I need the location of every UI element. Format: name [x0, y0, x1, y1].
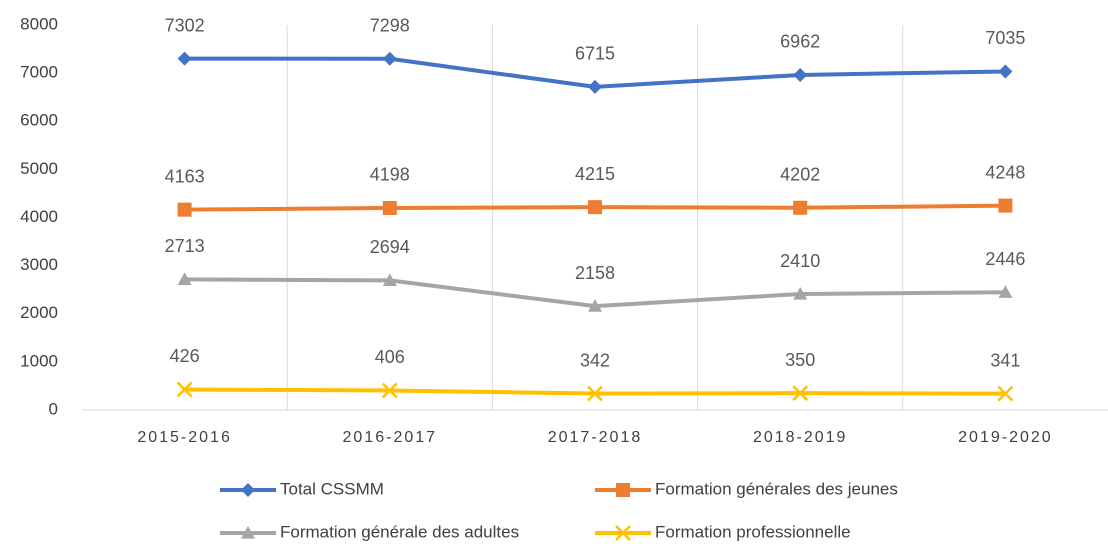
point — [587, 385, 603, 402]
legend-marker — [616, 483, 630, 497]
y-tick-label: 3000 — [20, 255, 58, 274]
legend-label: Formation générale des adultes — [280, 522, 519, 541]
y-tick-label: 0 — [49, 399, 58, 418]
y-tick-label: 8000 — [20, 14, 58, 33]
data-label: 7035 — [985, 28, 1025, 48]
data-label: 2694 — [370, 237, 410, 257]
legend-marker — [241, 483, 255, 497]
data-label: 4198 — [370, 165, 410, 185]
point — [998, 198, 1013, 213]
data-label: 4163 — [165, 166, 205, 186]
y-tick-label: 5000 — [20, 159, 58, 178]
data-label: 6715 — [575, 44, 615, 64]
y-tick-label: 2000 — [20, 303, 58, 322]
data-label: 4248 — [985, 162, 1025, 182]
point — [177, 272, 192, 286]
x-tick-label: 2017-2018 — [548, 429, 643, 446]
data-label: 2410 — [780, 251, 820, 271]
data-label: 4202 — [780, 165, 820, 185]
point — [998, 285, 1013, 298]
point — [793, 200, 808, 215]
point — [793, 287, 808, 300]
point — [176, 381, 193, 398]
point — [997, 385, 1014, 402]
legend-label: Formation professionnelle — [655, 522, 851, 541]
point — [588, 299, 602, 312]
data-label: 2713 — [165, 236, 205, 256]
y-tick-label: 1000 — [20, 351, 58, 370]
point — [381, 382, 398, 399]
data-label: 426 — [170, 346, 200, 366]
legend-label: Formation générales des jeunes — [655, 479, 898, 498]
data-label: 342 — [580, 350, 610, 370]
point — [382, 51, 397, 66]
legend-marker — [615, 525, 631, 541]
point — [177, 202, 192, 217]
data-label: 350 — [785, 350, 815, 370]
data-label: 341 — [990, 350, 1020, 370]
data-label: 7298 — [370, 16, 410, 36]
point — [998, 64, 1013, 79]
point — [793, 67, 808, 82]
point — [588, 200, 602, 215]
data-label: 2446 — [985, 249, 1025, 269]
data-label: 7302 — [165, 15, 205, 35]
data-label: 4215 — [575, 164, 615, 184]
y-tick-label: 6000 — [20, 111, 58, 130]
x-tick-label: 2015-2016 — [137, 429, 232, 446]
y-tick-label: 4000 — [20, 207, 58, 226]
data-label: 6962 — [780, 32, 820, 52]
point — [382, 273, 397, 286]
data-label: 2158 — [575, 263, 615, 283]
point — [382, 200, 397, 215]
y-tick-label: 7000 — [20, 63, 58, 82]
x-tick-label: 2018-2019 — [753, 429, 848, 446]
point — [792, 385, 809, 402]
x-tick-label: 2019-2020 — [958, 429, 1053, 446]
data-label: 406 — [375, 347, 405, 367]
point — [177, 51, 192, 66]
x-tick-label: 2016-2017 — [343, 429, 438, 446]
legend-marker — [241, 526, 255, 539]
point — [588, 79, 602, 94]
legend-label: Total CSSMM — [280, 479, 384, 498]
